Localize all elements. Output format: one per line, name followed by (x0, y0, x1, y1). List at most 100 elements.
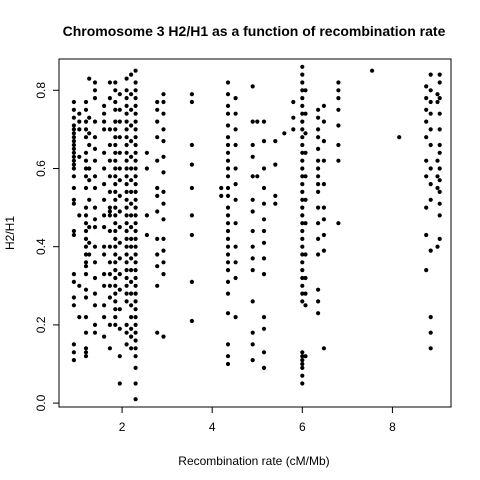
data-point (435, 158, 440, 163)
data-point (107, 80, 112, 85)
data-point (133, 174, 138, 179)
data-point (316, 205, 321, 210)
data-point (83, 264, 89, 269)
data-point (92, 119, 98, 124)
data-point (161, 334, 166, 339)
data-point (250, 197, 255, 202)
data-point (189, 142, 194, 148)
data-point (113, 119, 118, 124)
data-point (424, 135, 429, 140)
data-point (87, 197, 92, 202)
data-point (250, 119, 255, 124)
data-point (124, 330, 129, 335)
data-point (155, 252, 160, 257)
data-point (92, 291, 98, 296)
data-point (225, 135, 231, 140)
data-point (77, 154, 82, 159)
data-point (92, 146, 98, 151)
data-point (428, 315, 433, 320)
data-point (107, 213, 112, 218)
data-point (92, 275, 98, 281)
data-point (300, 358, 305, 363)
data-point (102, 111, 107, 116)
data-point (133, 365, 138, 370)
data-point (144, 232, 149, 238)
data-point (300, 64, 305, 69)
data-point (189, 92, 194, 97)
data-point (250, 244, 255, 249)
data-point (113, 244, 118, 249)
data-point (129, 291, 134, 296)
data-point (437, 96, 442, 101)
data-point (129, 166, 134, 171)
data-point (250, 256, 255, 261)
data-point (261, 185, 267, 191)
data-point (83, 107, 89, 112)
data-point (113, 158, 118, 163)
data-point (129, 256, 134, 261)
data-point (117, 107, 122, 112)
data-point (102, 283, 107, 288)
data-point (83, 99, 89, 105)
data-point (102, 225, 107, 230)
data-point (107, 127, 112, 132)
data-point (316, 236, 321, 241)
data-point (161, 236, 166, 241)
data-point (113, 260, 118, 265)
data-point (87, 142, 92, 148)
data-point (225, 221, 231, 226)
data-point (92, 158, 98, 163)
data-point (92, 88, 98, 93)
data-point (71, 272, 76, 277)
data-point (336, 88, 341, 93)
data-point (113, 299, 118, 304)
data-point (155, 209, 160, 214)
data-point (336, 221, 341, 226)
data-point (261, 217, 267, 222)
data-point (117, 381, 122, 386)
data-point (300, 166, 305, 171)
data-point (437, 72, 442, 77)
data-point (233, 142, 238, 148)
data-point (437, 201, 442, 206)
data-point (71, 350, 76, 355)
data-point (189, 162, 194, 167)
data-point (71, 107, 76, 112)
data-point (77, 283, 82, 288)
data-point (83, 166, 89, 171)
data-point (316, 287, 321, 292)
data-point (124, 76, 129, 81)
data-point (107, 205, 112, 210)
data-point (303, 221, 308, 226)
data-point (424, 96, 429, 101)
data-point (336, 96, 341, 101)
data-point (161, 248, 166, 253)
data-point (71, 135, 76, 140)
data-point (133, 205, 138, 210)
data-point (321, 139, 326, 144)
data-point (102, 334, 107, 339)
data-point (133, 381, 138, 386)
data-point (219, 193, 224, 198)
data-point (261, 139, 267, 144)
data-point (117, 307, 122, 312)
data-point (225, 291, 231, 296)
data-point (161, 260, 166, 265)
data-point (316, 252, 321, 257)
data-point (161, 99, 166, 105)
data-point (113, 221, 118, 226)
data-point (71, 162, 76, 167)
data-point (133, 111, 138, 116)
data-point (161, 272, 166, 277)
data-point (133, 228, 138, 234)
data-point (428, 330, 433, 335)
data-point (225, 205, 231, 210)
data-point (117, 225, 122, 230)
data-point (83, 295, 89, 300)
data-point (133, 189, 138, 194)
data-point (225, 123, 231, 128)
data-point (300, 213, 305, 218)
data-point (303, 275, 308, 281)
data-point (113, 182, 118, 187)
data-point (300, 111, 305, 116)
